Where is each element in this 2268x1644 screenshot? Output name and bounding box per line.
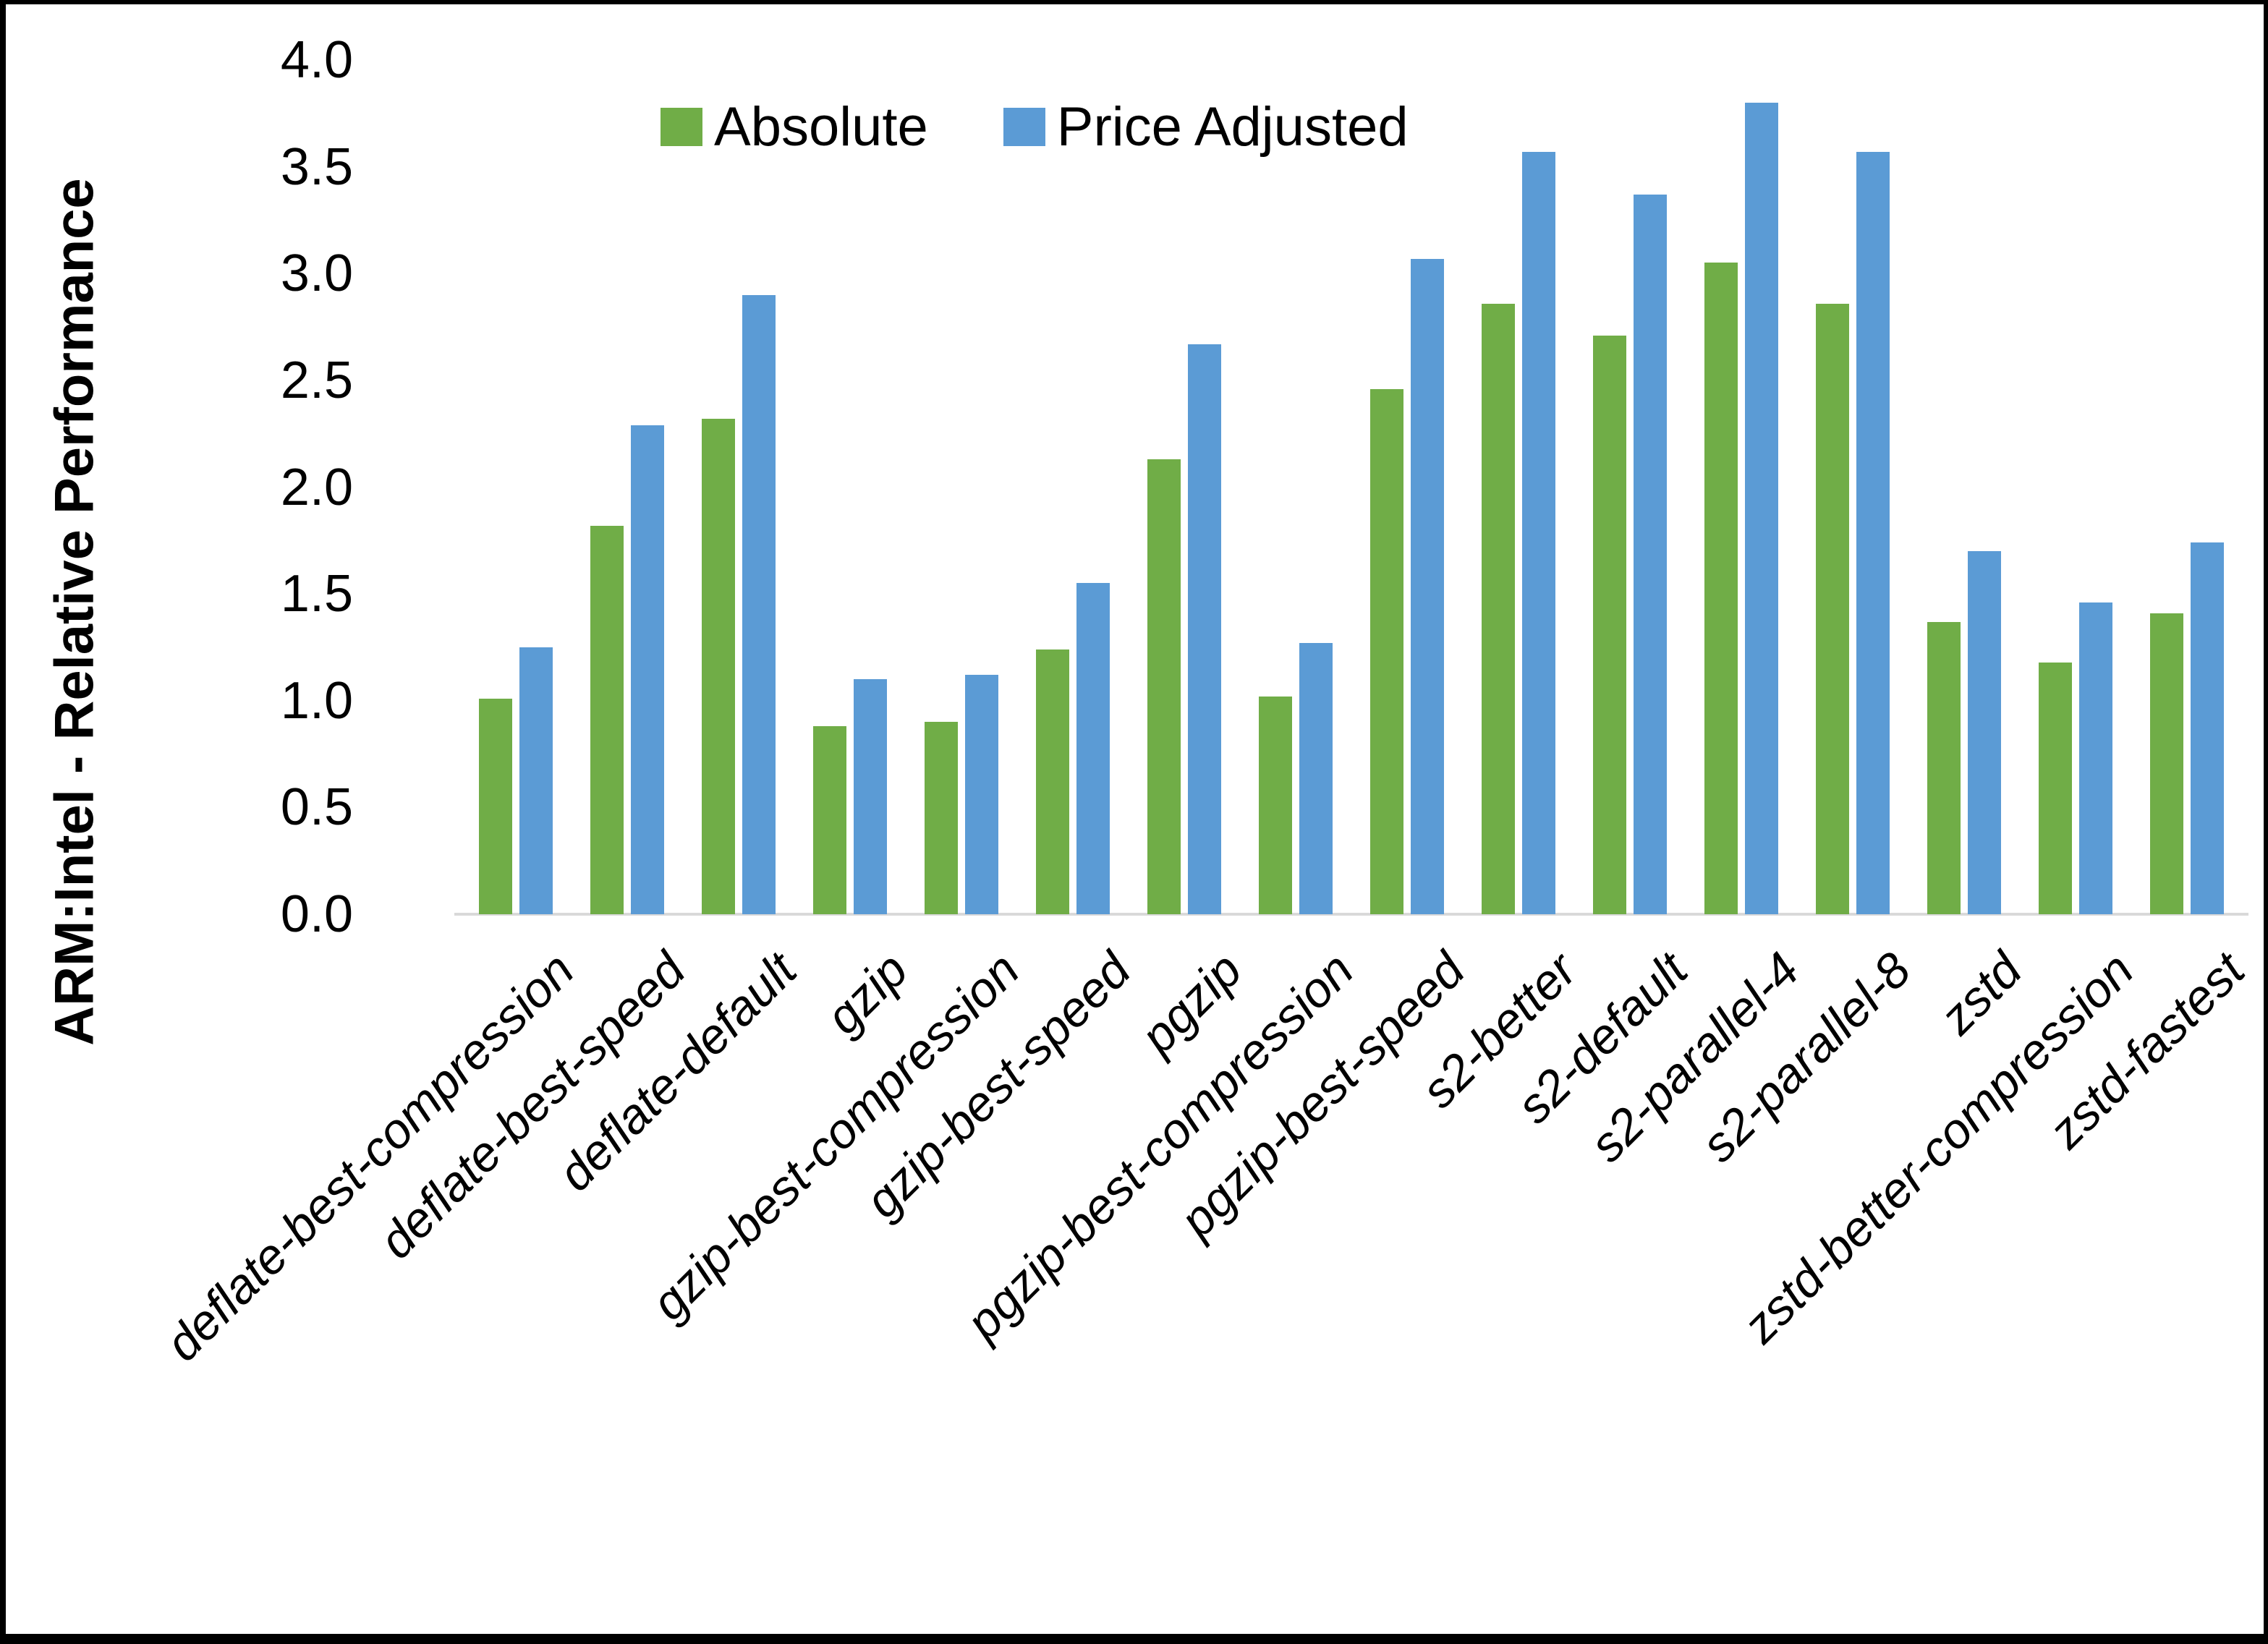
bar-absolute-zstd-better-compression xyxy=(2039,662,2072,914)
y-axis-tick-label: 1.5 xyxy=(280,565,353,623)
y-axis-tick-label: 3.5 xyxy=(280,137,353,196)
bar-absolute-gzip-best-compression xyxy=(925,722,958,914)
bar-price-adjusted-gzip xyxy=(854,679,887,914)
y-axis-tick-label: 3.0 xyxy=(280,244,353,303)
bar-price-adjusted-s2-better xyxy=(1522,151,1555,914)
bar-absolute-gzip-best-speed xyxy=(1036,649,1069,914)
y-axis-tick-label: 2.5 xyxy=(280,351,353,409)
bar-absolute-s2-parallel-8 xyxy=(1816,303,1849,914)
bar-absolute-s2-default xyxy=(1593,335,1626,914)
legend-label: Absolute xyxy=(714,96,928,158)
bar-absolute-zstd-fastest xyxy=(2150,613,2183,914)
legend-swatch-icon xyxy=(661,108,702,146)
bar-absolute-zstd xyxy=(1927,621,1961,914)
y-axis-tick-label: 2.0 xyxy=(280,458,353,516)
bar-absolute-deflate-best-compression xyxy=(479,698,512,914)
bar-absolute-pgzip-best-compression xyxy=(1259,696,1292,914)
legend-swatch-icon xyxy=(1003,108,1045,146)
legend-item-price-adjusted: Price Adjusted xyxy=(1003,95,1409,158)
legend-item-absolute: Absolute xyxy=(661,95,928,158)
bar-absolute-deflate-default xyxy=(702,419,735,914)
y-axis-tick-label: 0.5 xyxy=(280,778,353,837)
bar-price-adjusted-zstd-fastest xyxy=(2191,542,2224,914)
bar-price-adjusted-deflate-best-compression xyxy=(519,647,553,914)
bar-absolute-deflate-best-speed xyxy=(590,525,624,914)
bar-absolute-s2-parallel-4 xyxy=(1704,263,1738,914)
bar-absolute-gzip xyxy=(813,726,846,914)
bar-price-adjusted-zstd-better-compression xyxy=(2079,602,2112,914)
bar-price-adjusted-s2-default xyxy=(1634,195,1667,914)
y-axis-tick-label: 4.0 xyxy=(280,31,353,89)
bar-absolute-s2-better xyxy=(1482,303,1515,914)
bar-price-adjusted-gzip-best-compression xyxy=(965,675,998,914)
bar-price-adjusted-deflate-best-speed xyxy=(631,425,664,914)
bar-price-adjusted-gzip-best-speed xyxy=(1076,583,1110,914)
bar-absolute-pgzip-best-speed xyxy=(1370,388,1403,914)
plot-area xyxy=(6,4,2264,1634)
bar-price-adjusted-pgzip-best-compression xyxy=(1299,643,1333,914)
x-axis-line xyxy=(454,913,2248,916)
bar-price-adjusted-pgzip-best-speed xyxy=(1411,258,1444,914)
legend-label: Price Adjusted xyxy=(1056,96,1409,158)
y-axis-tick-label: 1.0 xyxy=(280,671,353,730)
bar-price-adjusted-s2-parallel-8 xyxy=(1856,151,1890,914)
bar-absolute-pgzip xyxy=(1147,459,1181,914)
y-axis-tick-label: 0.0 xyxy=(280,885,353,943)
bar-price-adjusted-pgzip xyxy=(1188,344,1221,914)
bar-price-adjusted-s2-parallel-4 xyxy=(1745,103,1778,914)
legend: Absolute Price Adjusted xyxy=(661,95,1409,158)
bar-price-adjusted-deflate-default xyxy=(742,294,776,914)
bar-price-adjusted-zstd xyxy=(1968,551,2001,914)
